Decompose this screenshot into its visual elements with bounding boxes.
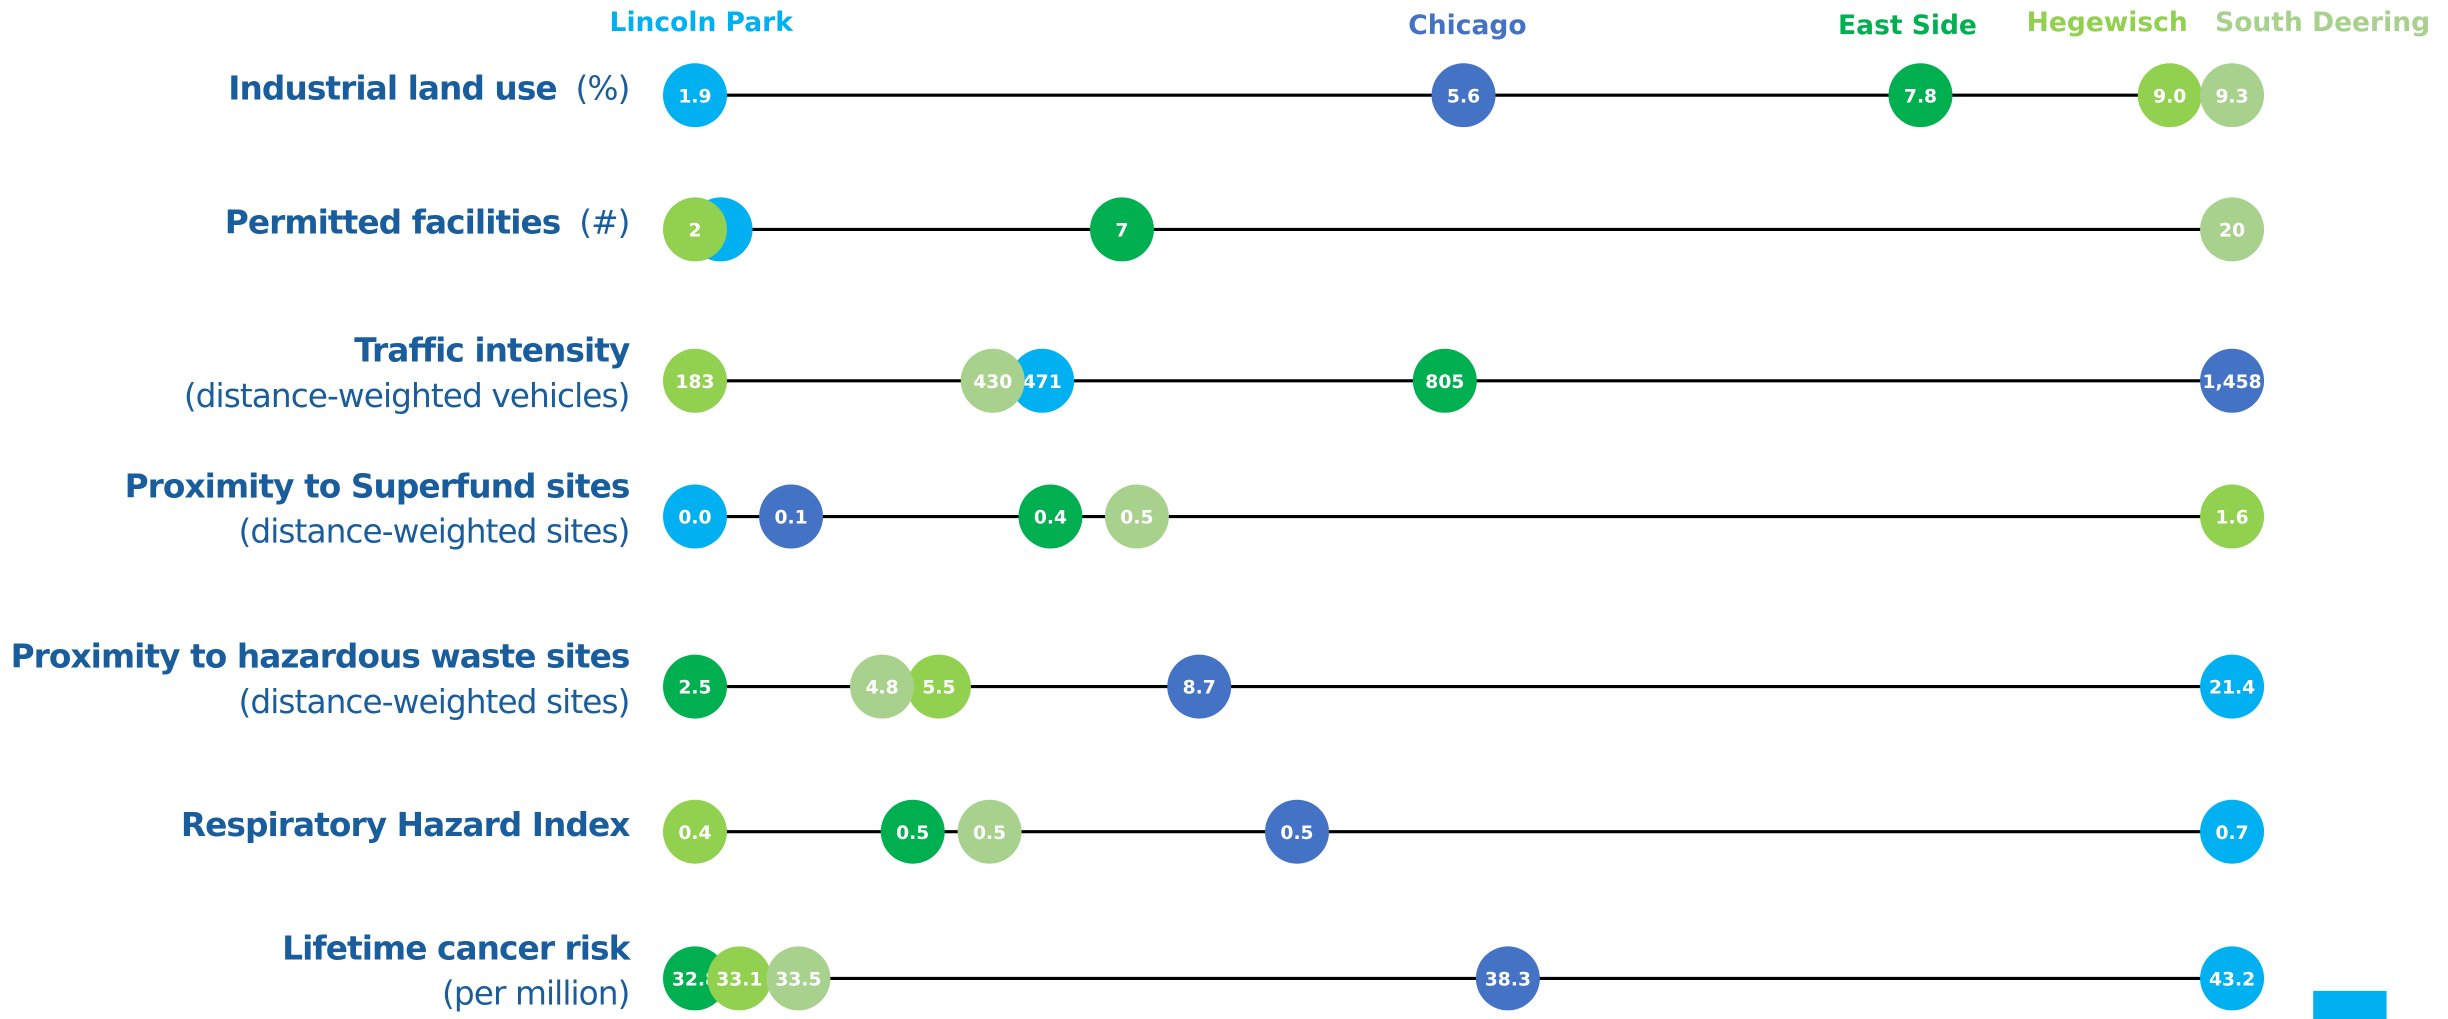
- corner-decoration: [2313, 990, 2387, 1019]
- row-label: Permitted facilities (#): [225, 204, 630, 242]
- dot-label: 1,458: [2202, 372, 2261, 393]
- row-title: Proximity to Superfund sites: [125, 467, 630, 505]
- dot: [1104, 484, 1169, 549]
- dot-label: 0.1: [774, 508, 807, 529]
- dot: [663, 484, 727, 549]
- dot-label: 0.5: [1280, 823, 1313, 844]
- dot: [1089, 197, 1154, 262]
- dot-label: 32.8: [672, 969, 718, 990]
- dot: [663, 946, 727, 1011]
- row-unit: (distance-weighted sites): [239, 683, 630, 721]
- dot-label: 21.4: [2209, 678, 2255, 699]
- row-unit: (%): [576, 70, 630, 108]
- dot: [663, 348, 727, 413]
- dot: [2200, 654, 2265, 719]
- legend-label: Chicago: [1408, 10, 1526, 41]
- dot-label: 20: [2219, 220, 2245, 241]
- dot: [2200, 63, 2265, 128]
- dot-label: 38.3: [1485, 969, 1531, 990]
- dot: [2200, 197, 2265, 262]
- dot: [906, 654, 971, 719]
- row-title: Proximity to hazardous waste sites: [11, 638, 630, 676]
- dot: [2200, 348, 2265, 413]
- legend-label: South Deering: [2215, 7, 2430, 38]
- row-label: Industrial land use (%): [228, 70, 629, 108]
- row-spacer: [566, 70, 575, 108]
- dot-label: 4.8: [865, 678, 898, 699]
- row-title: Traffic intensity: [354, 332, 630, 370]
- dot: [2200, 799, 2265, 864]
- row-title: Lifetime cancer risk: [282, 929, 631, 967]
- dot-label: 9.0: [2153, 86, 2186, 107]
- dot: [1265, 799, 1330, 864]
- dot-label: 0.7: [2215, 823, 2248, 844]
- dot: [759, 484, 824, 549]
- dot-label: 43.2: [2209, 969, 2255, 990]
- row-spacer: [570, 204, 579, 242]
- dot: [1412, 348, 1477, 413]
- dot-label: 9.3: [2215, 86, 2248, 107]
- dot-label: 805: [1425, 372, 1464, 393]
- row-title: Industrial land use: [228, 70, 556, 108]
- dot-label: 430: [973, 372, 1012, 393]
- row-title: Permitted facilities: [225, 204, 561, 242]
- row-unit: (distance-weighted sites): [239, 513, 630, 551]
- dot: [663, 799, 727, 864]
- dot-label: 33.1: [716, 969, 762, 990]
- dot-label: 0.5: [973, 823, 1006, 844]
- dot-label: 471: [1023, 372, 1062, 393]
- dot: [2200, 946, 2265, 1011]
- dot: [957, 799, 1022, 864]
- dot-label: 0.4: [1034, 508, 1067, 529]
- dot: [1018, 484, 1083, 549]
- dot: [707, 946, 772, 1011]
- row-label: Respiratory Hazard Index: [181, 806, 630, 844]
- legend-label: Lincoln Park: [610, 7, 795, 38]
- dot: [850, 654, 915, 719]
- row-title: Respiratory Hazard Index: [181, 806, 630, 844]
- dot-label: 7: [1115, 220, 1128, 241]
- dot: [960, 348, 1025, 413]
- dot-label: 5.6: [1447, 86, 1480, 107]
- dot-label: 0.4: [678, 823, 711, 844]
- row-unit: (distance-weighted vehicles): [184, 377, 630, 415]
- row-unit: (#): [579, 204, 629, 242]
- dot: [1167, 654, 1232, 719]
- dot: [663, 63, 727, 128]
- legend-label: East Side: [1838, 10, 1977, 41]
- dot: [1475, 946, 1540, 1011]
- row-unit: (per million): [442, 975, 629, 1013]
- dot: [880, 799, 945, 864]
- dot-label: 1.9: [678, 86, 711, 107]
- dot-label: 8.7: [1183, 678, 1216, 699]
- legend-label: Hegewisch: [2027, 7, 2188, 38]
- dot: [1888, 63, 1953, 128]
- dot-label: 0.5: [1120, 508, 1153, 529]
- dot: [2200, 484, 2265, 549]
- dot-label: 2.5: [678, 678, 711, 699]
- dot-label: 5.5: [922, 678, 955, 699]
- dot-label: 0.5: [896, 823, 929, 844]
- dot-label: 2: [688, 220, 701, 241]
- dot-label: 33.5: [775, 969, 821, 990]
- dot-label: 183: [675, 372, 714, 393]
- dot: [1010, 348, 1075, 413]
- dot: [663, 197, 727, 262]
- dot: [1431, 63, 1496, 128]
- dot: [663, 654, 727, 719]
- dot-label: 1.6: [2215, 508, 2248, 529]
- dot-label: 7.8: [1904, 86, 1937, 107]
- dot: [2137, 63, 2202, 128]
- dot: [766, 946, 831, 1011]
- dot-label: 0.0: [678, 508, 711, 529]
